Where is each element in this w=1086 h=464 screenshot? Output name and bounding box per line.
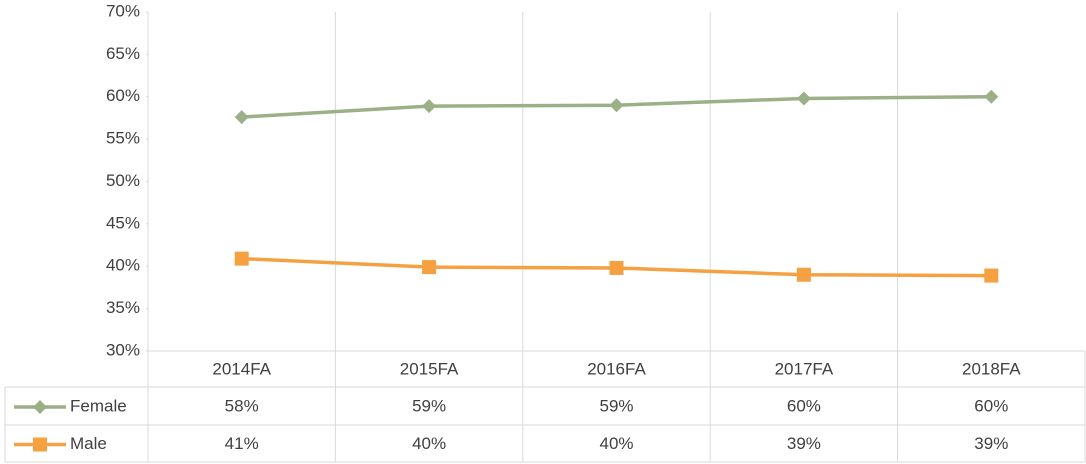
marker: [234, 251, 249, 266]
x-tick-label: 2015FA: [400, 359, 459, 378]
marker: [984, 268, 999, 283]
marker: [422, 99, 437, 114]
y-tick-label: 35%: [106, 298, 140, 317]
marker: [984, 89, 999, 104]
marker: [422, 260, 437, 275]
legend-label: Female: [70, 396, 127, 415]
x-tick-label: 2014FA: [212, 359, 271, 378]
y-tick-label: 60%: [106, 86, 140, 105]
x-tick-label: 2016FA: [587, 359, 646, 378]
table-value: 41%: [225, 434, 259, 453]
marker: [609, 260, 624, 275]
table-value: 58%: [225, 396, 259, 415]
y-tick-label: 30%: [106, 340, 140, 359]
table-value: 40%: [412, 434, 446, 453]
y-tick-label: 55%: [106, 129, 140, 148]
x-tick-label: 2018FA: [962, 359, 1021, 378]
table-value: 39%: [974, 434, 1008, 453]
legend-marker: [33, 400, 47, 414]
table-value: 59%: [599, 396, 633, 415]
y-tick-label: 45%: [106, 213, 140, 232]
table-value: 60%: [974, 396, 1008, 415]
x-tick-label: 2017FA: [775, 359, 834, 378]
legend-marker: [33, 437, 47, 452]
y-tick-label: 70%: [106, 1, 140, 20]
table-value: 40%: [599, 434, 633, 453]
y-tick-label: 65%: [106, 44, 140, 63]
marker: [796, 91, 811, 106]
marker: [609, 98, 624, 113]
legend-label: Male: [70, 434, 107, 453]
y-tick-label: 40%: [106, 256, 140, 275]
marker: [234, 110, 249, 125]
marker: [796, 267, 811, 282]
table-value: 39%: [787, 434, 821, 453]
y-tick-label: 50%: [106, 171, 140, 190]
table-value: 59%: [412, 396, 446, 415]
table-value: 60%: [787, 396, 821, 415]
